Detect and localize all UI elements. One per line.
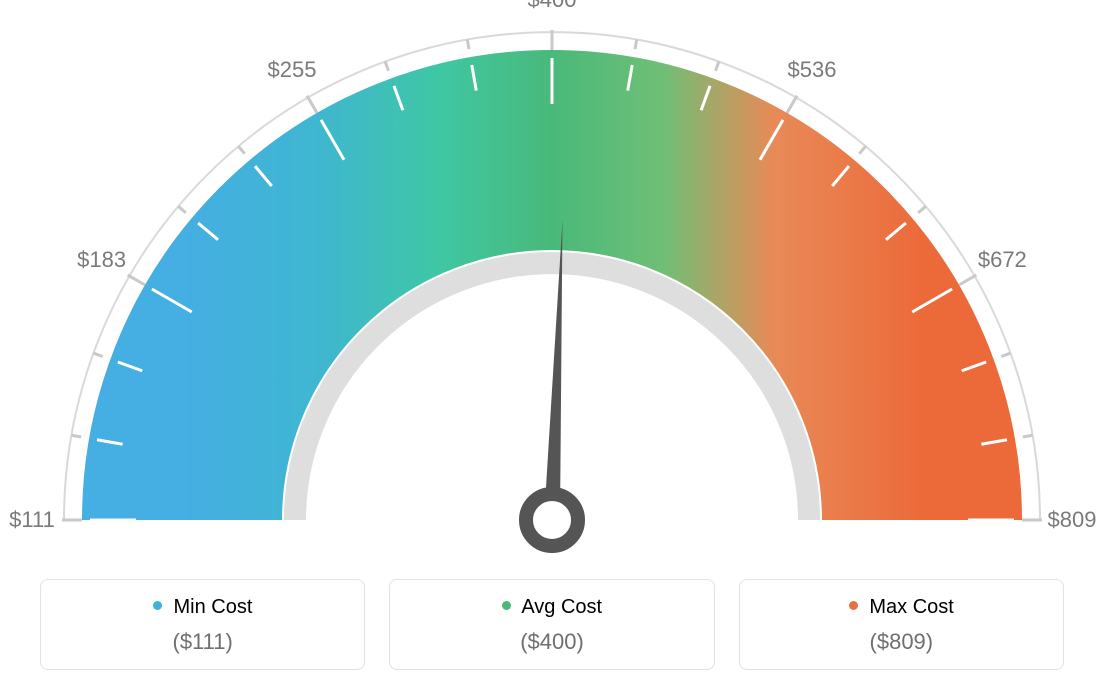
dot-icon — [502, 601, 511, 610]
gauge-tick-label: $672 — [978, 247, 1027, 273]
legend-value: ($809) — [752, 629, 1051, 655]
gauge-tick-label: $400 — [528, 0, 577, 13]
legend-value: ($111) — [53, 629, 352, 655]
legend-card-min: Min Cost ($111) — [40, 579, 365, 670]
gauge-tick-label: $809 — [1048, 507, 1097, 533]
legend-row: Min Cost ($111) Avg Cost ($400) Max Cost… — [40, 579, 1064, 670]
dot-icon — [153, 601, 162, 610]
legend-label: Avg Cost — [521, 596, 602, 618]
gauge-tick-label: $255 — [268, 57, 317, 83]
legend-label: Max Cost — [869, 596, 953, 618]
legend-value: ($400) — [402, 629, 701, 655]
gauge-tick-label: $111 — [9, 507, 55, 533]
gauge-tick-label: $536 — [788, 57, 837, 83]
legend-card-avg: Avg Cost ($400) — [389, 579, 714, 670]
cost-gauge: $111 $183 $255 $400 $536 $672 $809 — [0, 0, 1104, 560]
legend-card-max: Max Cost ($809) — [739, 579, 1064, 670]
legend-label: Min Cost — [173, 596, 252, 618]
dot-icon — [849, 601, 858, 610]
gauge-tick-label: $183 — [77, 247, 126, 273]
